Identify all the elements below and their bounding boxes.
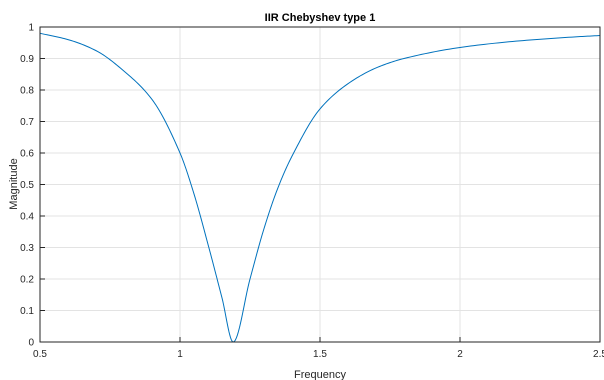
y-tick-label: 0.1: [20, 306, 34, 317]
x-tick-label: 2.5: [593, 349, 604, 360]
x-axis-label: Frequency: [294, 369, 346, 380]
x-tick-label: 0.5: [33, 349, 47, 360]
chart-title: IIR Chebyshev type 1: [265, 12, 376, 24]
y-tick-label: 0.8: [20, 86, 34, 97]
series-layer: [39, 32, 601, 343]
y-axis-label: Magnitude: [8, 158, 20, 209]
x-tick-label: 2: [457, 349, 463, 360]
x-tick-label: 1.5: [313, 349, 327, 360]
x-tick-label: 1: [177, 349, 183, 360]
y-tick-label: 1: [28, 23, 34, 34]
y-tick-label: 0.7: [20, 117, 34, 128]
y-tick-label: 0.4: [20, 212, 34, 223]
y-tick-label: 0.9: [20, 54, 34, 65]
y-tick-label: 0.2: [20, 275, 34, 286]
series-line: [39, 32, 601, 343]
y-tick-label: 0.3: [20, 243, 34, 254]
y-tick-label: 0: [28, 338, 34, 349]
y-tick-label: 0.6: [20, 149, 34, 160]
y-tick-label: 0.5: [20, 180, 34, 191]
ticks: 0.5 1 1.5 2 2.5 0 0.1 0.2 0.3 0.4 0.5 0.6 0.7 0.8 0.9 1: [20, 23, 604, 361]
